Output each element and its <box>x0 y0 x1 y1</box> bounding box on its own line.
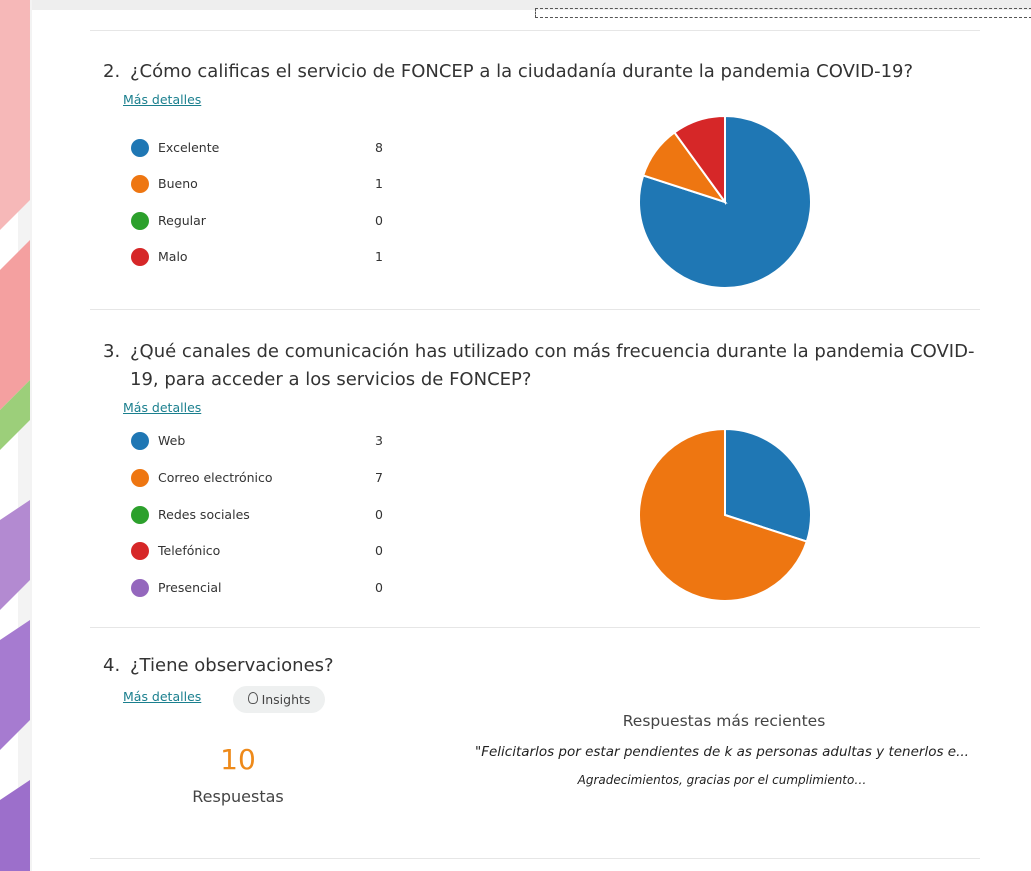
legend-count: 3 <box>375 433 383 448</box>
question-title: ¿Cómo calificas el servicio de FONCEP a … <box>130 61 914 82</box>
legend-label: Bueno <box>158 176 198 191</box>
question-number: 2. <box>103 61 121 82</box>
legend-label: Malo <box>158 249 188 264</box>
legend-count: 7 <box>375 470 383 485</box>
legend-label: Regular <box>158 213 206 228</box>
pie <box>638 114 812 289</box>
separator <box>90 309 980 310</box>
legend-count: 0 <box>375 213 383 228</box>
legend-count: 8 <box>375 140 383 155</box>
pie-slice <box>724 427 812 543</box>
pie-slice <box>638 427 809 602</box>
details-link[interactable]: Más detalles <box>123 92 202 107</box>
recent-response: "Felicitarlos por estar pendientes de k … <box>475 744 969 760</box>
legend-label: Web <box>158 433 186 448</box>
legend-swatch <box>131 212 149 230</box>
question-title: ¿Tiene observaciones? <box>130 655 334 676</box>
legend-count: 1 <box>375 176 383 191</box>
response-count: 10 <box>220 743 256 776</box>
legend-swatch <box>131 139 149 157</box>
question-title: ¿Qué canales de comunicación has utiliza… <box>130 341 975 390</box>
response-count-label: Respuestas <box>192 787 284 806</box>
legend-label: Redes sociales <box>158 507 250 522</box>
legend-count: 1 <box>375 249 383 264</box>
dashed-box <box>535 8 1031 18</box>
legend-label: Correo electrónico <box>158 470 273 485</box>
top-bar <box>0 0 1031 10</box>
pie-slice <box>673 114 726 206</box>
decor <box>0 0 32 871</box>
legend-swatch <box>131 469 149 487</box>
legend-swatch <box>131 506 149 524</box>
legend-swatch <box>131 432 149 450</box>
legend-swatch <box>131 175 149 193</box>
pie <box>638 427 812 602</box>
legend-swatch <box>131 542 149 560</box>
legend-label: Telefónico <box>158 543 221 558</box>
question-number: 4. <box>103 655 121 676</box>
legend-label: Presencial <box>158 580 222 595</box>
separator <box>90 627 980 628</box>
details-link[interactable]: Más detalles <box>123 689 202 704</box>
legend-swatch <box>131 248 149 266</box>
separator <box>90 858 980 859</box>
legend-count: 0 <box>375 507 383 522</box>
legend-swatch <box>131 579 149 597</box>
insights-icon <box>248 692 258 704</box>
separator <box>90 30 980 31</box>
question-number: 3. <box>103 341 121 362</box>
insights-button[interactable]: Insights <box>233 686 325 713</box>
legend-label: Excelente <box>158 140 220 155</box>
legend-count: 0 <box>375 543 383 558</box>
legend-count: 0 <box>375 580 383 595</box>
recent-title: Respuestas más recientes <box>622 712 826 730</box>
recent-response: Agradecimientos, gracias por el cumplimi… <box>577 773 867 787</box>
details-link[interactable]: Más detalles <box>123 400 202 415</box>
